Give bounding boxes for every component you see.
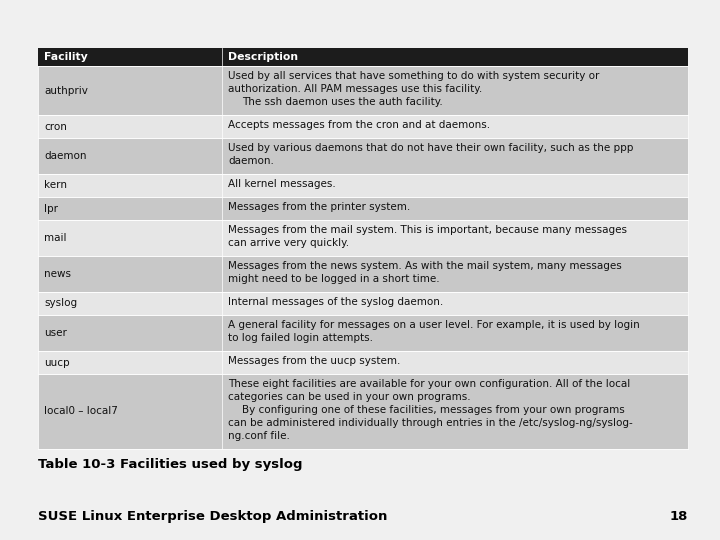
Bar: [38, 115, 688, 138]
Bar: [38, 351, 688, 374]
Text: kern: kern: [44, 180, 67, 191]
Text: Internal messages of the syslog daemon.: Internal messages of the syslog daemon.: [228, 297, 444, 307]
Text: user: user: [44, 328, 67, 338]
Text: local0 – local7: local0 – local7: [44, 407, 118, 416]
Text: authorization. All PAM messages use this facility.: authorization. All PAM messages use this…: [228, 84, 482, 94]
Text: A general facility for messages on a user level. For example, it is used by logi: A general facility for messages on a use…: [228, 320, 640, 330]
Bar: [38, 374, 688, 449]
Text: cron: cron: [44, 122, 67, 132]
Text: The ssh daemon uses the auth facility.: The ssh daemon uses the auth facility.: [242, 97, 443, 107]
Text: All kernel messages.: All kernel messages.: [228, 179, 336, 189]
Text: can arrive very quickly.: can arrive very quickly.: [228, 238, 349, 248]
Text: to log failed login attempts.: to log failed login attempts.: [228, 333, 373, 343]
Bar: [38, 292, 688, 315]
Text: uucp: uucp: [44, 357, 70, 368]
Bar: [38, 174, 688, 197]
Text: Accepts messages from the cron and at daemons.: Accepts messages from the cron and at da…: [228, 120, 490, 130]
Bar: [38, 315, 688, 351]
Text: lpr: lpr: [44, 204, 58, 213]
Bar: [38, 138, 688, 174]
Text: SUSE Linux Enterprise Desktop Administration: SUSE Linux Enterprise Desktop Administra…: [38, 510, 387, 523]
Text: Description: Description: [228, 52, 298, 62]
Text: Messages from the mail system. This is important, because many messages: Messages from the mail system. This is i…: [228, 225, 627, 235]
Text: By configuring one of these facilities, messages from your own programs: By configuring one of these facilities, …: [242, 405, 625, 415]
Text: These eight facilities are available for your own configuration. All of the loca: These eight facilities are available for…: [228, 379, 630, 389]
Text: Messages from the printer system.: Messages from the printer system.: [228, 202, 410, 212]
Text: Used by various daemons that do not have their own facility, such as the ppp: Used by various daemons that do not have…: [228, 143, 634, 153]
Text: ng.conf file.: ng.conf file.: [228, 431, 290, 441]
Text: categories can be used in your own programs.: categories can be used in your own progr…: [228, 392, 471, 402]
Text: Facility: Facility: [44, 52, 88, 62]
Text: might need to be logged in a short time.: might need to be logged in a short time.: [228, 274, 440, 284]
Text: daemon.: daemon.: [228, 156, 274, 166]
Text: news: news: [44, 269, 71, 279]
Text: daemon: daemon: [44, 151, 86, 161]
Text: Messages from the uucp system.: Messages from the uucp system.: [228, 356, 400, 366]
Bar: [38, 48, 688, 66]
Text: Table 10-3 Facilities used by syslog: Table 10-3 Facilities used by syslog: [38, 458, 302, 471]
Text: Messages from the news system. As with the mail system, many messages: Messages from the news system. As with t…: [228, 261, 622, 271]
Bar: [38, 256, 688, 292]
Text: authpriv: authpriv: [44, 85, 88, 96]
Bar: [38, 66, 688, 115]
Bar: [38, 220, 688, 256]
Text: 18: 18: [670, 510, 688, 523]
Text: can be administered individually through entries in the /etc/syslog-ng/syslog-: can be administered individually through…: [228, 418, 633, 428]
Bar: [38, 197, 688, 220]
Text: syslog: syslog: [44, 299, 77, 308]
Text: mail: mail: [44, 233, 66, 243]
Text: Used by all services that have something to do with system security or: Used by all services that have something…: [228, 71, 599, 81]
